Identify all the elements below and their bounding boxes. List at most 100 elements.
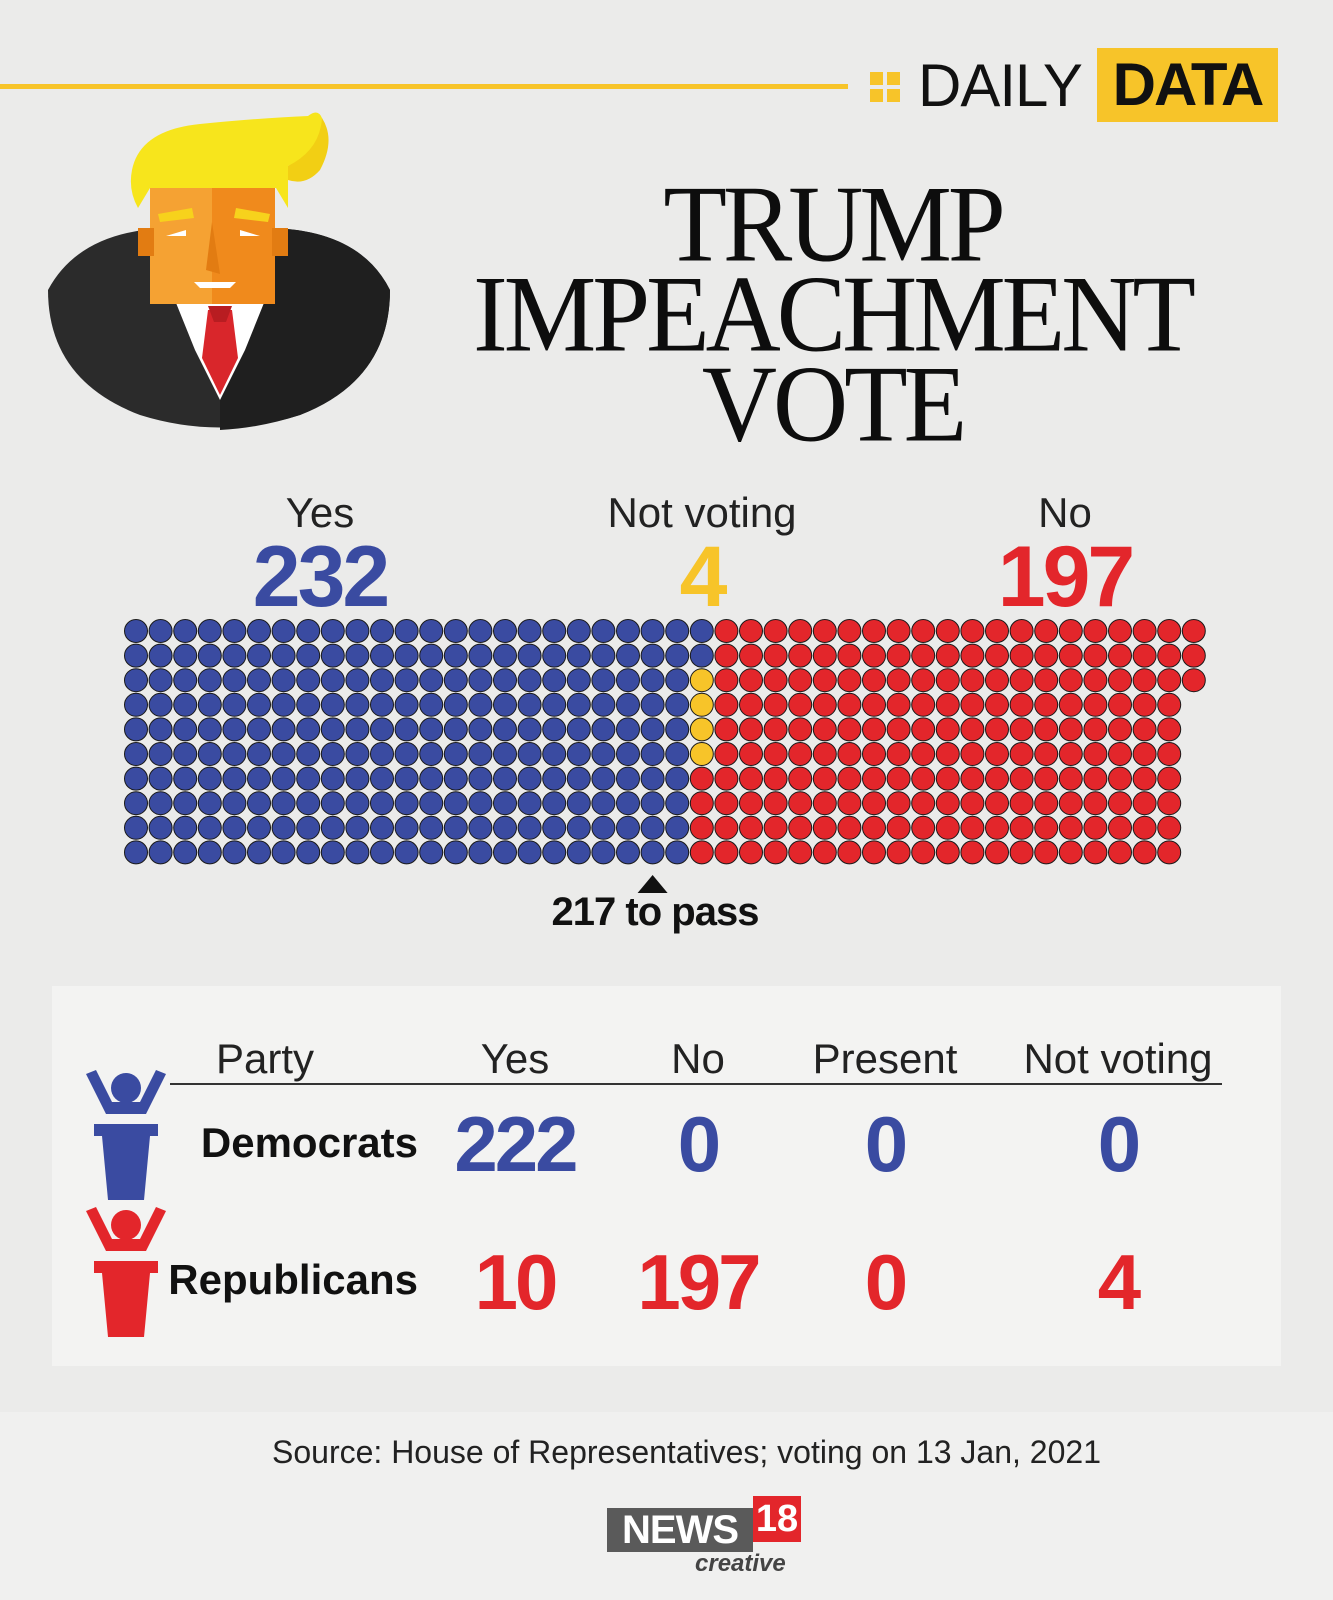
title-line-2: IMPEACHMENT xyxy=(473,254,1196,375)
seat-dot-no xyxy=(1009,840,1034,865)
seat-dot-yes xyxy=(394,791,419,816)
seat-dot-yes xyxy=(517,717,542,742)
seat-dot-yes xyxy=(493,692,517,717)
seat-dot-yes xyxy=(566,643,591,668)
seat-dot-yes xyxy=(542,643,567,668)
seat-dot-no xyxy=(1108,717,1132,742)
seat-dot-yes xyxy=(173,815,198,840)
seat-dot-no xyxy=(911,791,936,816)
seat-dot-no xyxy=(1181,619,1206,643)
seat-dot-not-voting xyxy=(689,717,714,742)
seat-dot-yes xyxy=(443,815,468,840)
seat-dot-yes xyxy=(320,643,345,668)
seat-dot-no xyxy=(763,815,788,840)
yes-label: Yes xyxy=(285,489,355,536)
seat-dot-no xyxy=(886,840,911,865)
seat-dot-no xyxy=(837,742,862,766)
seat-dot-yes xyxy=(320,717,345,742)
seat-dot-yes xyxy=(566,717,591,742)
seat-dot-yes xyxy=(222,791,247,816)
seat-dot-yes xyxy=(173,643,198,668)
seat-dot-no xyxy=(1132,692,1157,717)
seat-dot-no xyxy=(911,766,936,791)
seat-dot-yes xyxy=(566,791,591,816)
seat-dot-yes xyxy=(222,619,247,643)
seat-dot-no xyxy=(862,717,886,742)
th-yes: Yes xyxy=(480,1035,550,1082)
seat-dot-no xyxy=(1108,791,1132,816)
trump-caricature-illustration xyxy=(48,112,390,430)
seat-dot-no xyxy=(1058,643,1083,668)
seat-dot-no xyxy=(1108,668,1132,693)
seat-dot-yes xyxy=(616,643,640,668)
seat-dot-no xyxy=(837,717,862,742)
seat-dot-yes xyxy=(124,643,148,668)
seat-dot-yes xyxy=(370,668,394,693)
seat-dot-no xyxy=(935,766,960,791)
seat-dot-yes xyxy=(640,619,665,643)
seat-dot-no xyxy=(812,619,837,643)
seat-dot-yes xyxy=(468,717,493,742)
seat-dot-yes xyxy=(591,742,616,766)
seat-dot-no xyxy=(935,668,960,693)
seat-dot-no xyxy=(985,840,1009,865)
seat-dot-yes xyxy=(640,815,665,840)
seat-dot-no xyxy=(837,692,862,717)
seat-dot-yes xyxy=(173,619,198,643)
seat-dot-no xyxy=(763,643,788,668)
seat-dot-yes xyxy=(197,643,222,668)
seat-dot-no xyxy=(960,619,985,643)
seat-dot-no xyxy=(1157,742,1182,766)
seat-dot-no xyxy=(1058,717,1083,742)
seat-dot-no xyxy=(935,791,960,816)
seat-dot-no xyxy=(886,692,911,717)
seat-dot-no xyxy=(1058,692,1083,717)
seat-dot-no xyxy=(1083,791,1108,816)
seat-dot-no xyxy=(1034,840,1059,865)
seat-dot-yes xyxy=(173,791,198,816)
seat-dot-yes xyxy=(370,643,394,668)
seat-dot-yes xyxy=(443,840,468,865)
republican-podium-icon xyxy=(86,1207,166,1337)
seat-dot-yes xyxy=(665,742,690,766)
seat-dot-yes xyxy=(493,815,517,840)
seat-dot-no xyxy=(1108,619,1132,643)
seat-dot-no xyxy=(1083,643,1108,668)
seat-dot-yes xyxy=(419,840,444,865)
seat-dot-no xyxy=(935,692,960,717)
seat-dot-no xyxy=(985,619,1009,643)
seat-dot-yes xyxy=(468,791,493,816)
seat-dot-yes xyxy=(591,717,616,742)
news18-logo: NEWS 18 creative xyxy=(607,1496,802,1577)
dem-present: 0 xyxy=(864,1100,908,1188)
seat-dot-no xyxy=(1083,668,1108,693)
seat-dot-not-voting xyxy=(689,692,714,717)
seat-dot-no xyxy=(788,692,813,717)
seat-dot-no xyxy=(1083,742,1108,766)
seat-dot-yes xyxy=(665,668,690,693)
seat-dot-yes xyxy=(616,619,640,643)
seat-dot-yes xyxy=(320,692,345,717)
seat-dot-yes xyxy=(222,668,247,693)
seat-dot-yes xyxy=(443,668,468,693)
seat-dot-yes xyxy=(542,815,567,840)
seat-dot-no xyxy=(862,742,886,766)
seat-dot-yes xyxy=(394,668,419,693)
seat-dot-no xyxy=(763,717,788,742)
seat-dot-no xyxy=(739,643,763,668)
seat-dot-no xyxy=(763,692,788,717)
seat-dot-no xyxy=(714,668,739,693)
seat-dot-yes xyxy=(542,692,567,717)
seat-dot-no xyxy=(935,742,960,766)
seat-dot-yes xyxy=(566,840,591,865)
seat-dot-yes xyxy=(345,717,370,742)
seat-dot-yes xyxy=(247,619,271,643)
seat-dot-yes xyxy=(419,766,444,791)
seat-dot-no xyxy=(763,619,788,643)
seat-dot-no xyxy=(689,840,714,865)
seat-dot-yes xyxy=(197,815,222,840)
seat-dot-yes xyxy=(591,766,616,791)
seat-dot-no xyxy=(714,791,739,816)
seat-dot-no xyxy=(911,815,936,840)
seat-dot-no xyxy=(1058,668,1083,693)
